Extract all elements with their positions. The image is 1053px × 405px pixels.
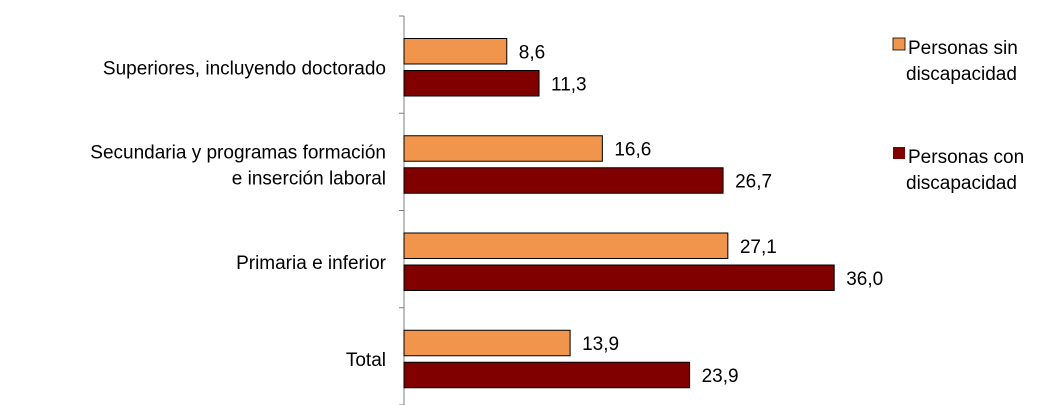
bar-con <box>403 264 835 291</box>
bar-sin <box>403 329 571 357</box>
data-label: 13,9 <box>582 334 619 355</box>
legend-label: discapacidad <box>906 173 1017 194</box>
category-label: Total <box>346 350 386 371</box>
legend-label: Personas con <box>908 147 1024 168</box>
category-label: Primaria e inferior <box>236 253 387 274</box>
data-label: 26,7 <box>735 172 772 193</box>
bar-sin <box>403 38 508 65</box>
legend-label: discapacidad <box>906 64 1017 85</box>
bar-con <box>403 70 540 97</box>
data-label: 36,0 <box>846 269 883 290</box>
bar-con <box>403 167 724 194</box>
data-label: 27,1 <box>740 237 777 258</box>
category-label: Superiores, incluyendo doctorado <box>103 58 386 79</box>
data-label: 23,9 <box>702 366 739 387</box>
data-label: 8,6 <box>519 42 545 63</box>
legend-label: Personas sin <box>908 38 1018 59</box>
data-label: 16,6 <box>614 140 651 161</box>
legend-swatch <box>893 147 905 159</box>
category-label: e inserción laboral <box>232 169 386 190</box>
bar-sin <box>403 232 729 259</box>
data-label: 11,3 <box>551 74 587 95</box>
legend-swatch <box>892 37 906 51</box>
category-label: Secundaria y programas formación <box>90 143 386 164</box>
bar-con <box>403 361 691 389</box>
bar-sin <box>403 135 603 162</box>
